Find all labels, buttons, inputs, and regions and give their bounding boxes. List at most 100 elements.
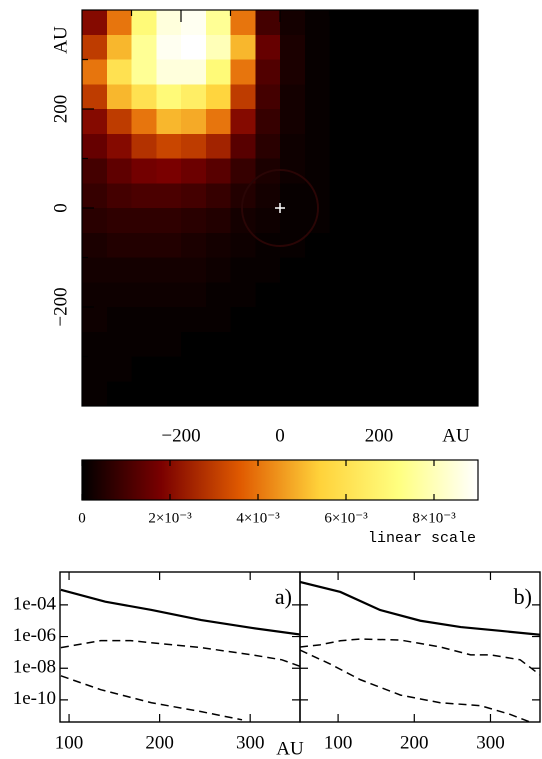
heatmap-cell <box>453 282 479 308</box>
heatmap-cell <box>255 356 281 382</box>
heatmap-cell <box>403 59 430 85</box>
heatmap-cell <box>304 381 331 407</box>
heatmap-cell <box>106 356 133 382</box>
heatmap-cell <box>205 34 232 61</box>
x-tick-label: 300 <box>236 732 265 753</box>
heatmap-cell <box>106 208 133 234</box>
y-tick-label: −200 <box>50 287 71 326</box>
heatmap-cell <box>255 183 281 209</box>
heatmap-cell <box>156 158 182 184</box>
heatmap-cell <box>131 257 157 283</box>
heatmap-cell <box>181 34 207 61</box>
heatmap-cell <box>156 84 182 110</box>
heatmap-cell <box>205 10 232 36</box>
heatmap-cell <box>181 84 207 110</box>
heatmap-cell <box>403 232 430 259</box>
heatmap-cell <box>329 356 355 382</box>
heatmap-cell <box>82 158 108 184</box>
heatmap-cell <box>230 158 256 184</box>
y-tick-label: 1e-06 <box>13 625 56 646</box>
heatmap-cell <box>428 183 454 209</box>
data-line <box>300 580 540 636</box>
x-tick-label: 200 <box>145 732 174 753</box>
heatmap-cell <box>403 158 430 184</box>
heatmap-cell <box>304 158 331 184</box>
heatmap-cell <box>453 183 479 209</box>
heatmap-cell <box>379 331 405 358</box>
heatmap-cell <box>131 282 157 308</box>
heatmap-cell <box>329 59 355 85</box>
heatmap-cell <box>131 331 157 358</box>
heatmap-cell <box>428 208 454 234</box>
colorbar-tick-label: 4×10⁻³ <box>236 510 280 526</box>
heatmap-cell <box>106 133 133 160</box>
heatmap-cell <box>453 381 479 407</box>
heatmap-cell <box>354 183 380 209</box>
heatmap-cell <box>230 232 256 259</box>
heatmap-cell <box>255 84 281 110</box>
heatmap-cell <box>428 34 454 61</box>
heatmap-cell <box>205 381 232 407</box>
heatmap-cell <box>106 331 133 358</box>
heatmap-cell <box>428 331 454 358</box>
data-line <box>300 638 540 676</box>
heatmap-cell <box>428 282 454 308</box>
heatmap-cell <box>106 10 133 36</box>
heatmap-cell <box>131 133 157 160</box>
y-tick-label: 1e-04 <box>13 593 57 614</box>
heatmap-cell <box>230 381 256 407</box>
heatmap-cell <box>329 10 355 36</box>
heatmap-cell <box>230 331 256 358</box>
heatmap-cell <box>379 356 405 382</box>
heatmap-cell <box>156 109 182 135</box>
heatmap-cell <box>181 59 207 85</box>
heatmap-cell <box>205 158 232 184</box>
y-tick-label: 0 <box>50 203 71 213</box>
heatmap-cell <box>304 109 331 135</box>
heatmap-cell <box>255 10 281 36</box>
heatmap-cell <box>131 34 157 61</box>
heatmap-cell <box>453 133 479 160</box>
heatmap-cell <box>205 109 232 135</box>
heatmap-cell <box>181 208 207 234</box>
y-tick-label: 200 <box>50 95 71 124</box>
heatmap-cell <box>181 381 207 407</box>
heatmap-cell <box>131 307 157 333</box>
heatmap-cell <box>403 307 430 333</box>
heatmap-cell <box>304 331 331 358</box>
heatmap-cell <box>304 232 331 259</box>
heatmap-cell <box>453 331 479 358</box>
heatmap-cell <box>156 208 182 234</box>
heatmap-cell <box>82 282 108 308</box>
heatmap-cell <box>181 307 207 333</box>
heatmap-cell <box>354 282 380 308</box>
heatmap-cell <box>428 158 454 184</box>
heatmap-cell <box>403 356 430 382</box>
heatmap-cell <box>304 10 331 36</box>
heatmap-cell <box>304 133 331 160</box>
heatmap-cell <box>403 109 430 135</box>
heatmap-cell <box>156 133 182 160</box>
heatmap-cell <box>280 183 306 209</box>
heatmap-cell <box>354 84 380 110</box>
heatmap-cell <box>379 133 405 160</box>
heatmap-cell <box>131 183 157 209</box>
heatmap-cell <box>230 84 256 110</box>
heatmap-cell <box>329 109 355 135</box>
heatmap-cell <box>354 158 380 184</box>
heatmap-cell <box>255 331 281 358</box>
heatmap-cell <box>82 133 108 160</box>
heatmap-cell <box>280 34 306 61</box>
heatmap-cell <box>181 282 207 308</box>
panel-label: b) <box>514 584 532 609</box>
heatmap-cell <box>379 183 405 209</box>
heatmap-cell <box>106 257 133 283</box>
heatmap-cell <box>156 331 182 358</box>
heatmap-cell <box>354 356 380 382</box>
heatmap-cell <box>403 10 430 36</box>
heatmap-cell <box>304 307 331 333</box>
heatmap-cell <box>354 232 380 259</box>
heatmap-cell <box>230 59 256 85</box>
heatmap-cell <box>131 10 157 36</box>
heatmap-cell <box>255 208 281 234</box>
